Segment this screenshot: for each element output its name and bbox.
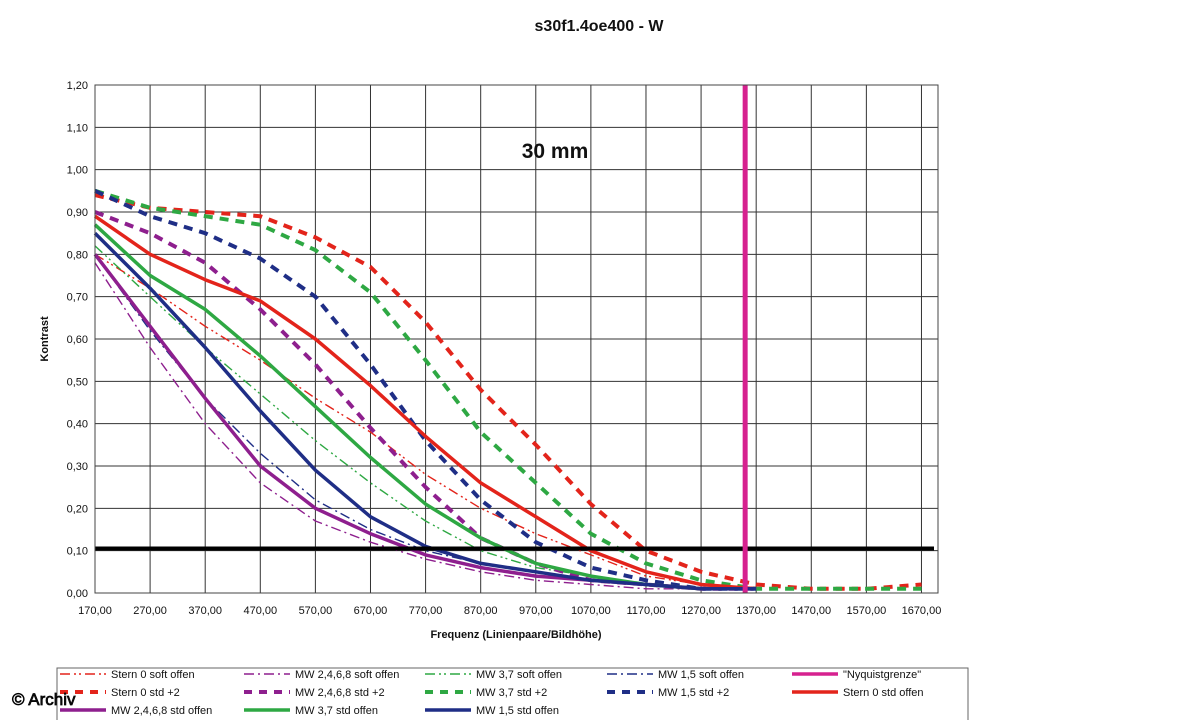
x-tick-label: 1570,00	[846, 605, 886, 617]
x-tick-label: 1670,00	[902, 605, 942, 617]
legend-item: MW 1,5 std offen	[425, 705, 559, 717]
x-tick-label: 470,00	[243, 605, 277, 617]
x-tick-labels: 170,00 270,00 370,00 470,00 570,00 670,00 770,…	[78, 605, 941, 617]
legend-label: Stern 0 std +2	[111, 687, 180, 699]
y-tick-label: 0,30	[67, 461, 88, 473]
y-axis-label: Kontrast	[39, 316, 51, 362]
legend-label: MW 2,4,6,8 std +2	[295, 687, 385, 699]
legend-item: MW 1,5 std +2	[607, 687, 729, 699]
x-tick-label: 770,00	[409, 605, 443, 617]
legend-item: MW 3,7 soft offen	[425, 669, 562, 681]
x-tick-label: 670,00	[354, 605, 388, 617]
legend-label: MW 3,7 soft offen	[476, 669, 562, 681]
y-tick-label: 1,20	[67, 80, 88, 92]
series-line	[94, 253, 757, 590]
legend-item: MW 1,5 soft offen	[607, 669, 744, 681]
y-tick-label: 0,00	[67, 588, 88, 600]
series-line	[94, 188, 757, 591]
y-tick-label: 0,90	[67, 207, 88, 219]
legend-item: Stern 0 soft offen	[60, 669, 195, 681]
series-lines	[93, 188, 922, 591]
x-tick-label: 1070,00	[571, 605, 611, 617]
series-line	[94, 245, 757, 590]
legend-item: "Nyquistgrenze"	[792, 669, 921, 681]
series-line	[93, 231, 757, 591]
legend: Stern 0 soft offen MW 2,4,6,8 soft offen M…	[60, 669, 924, 717]
legend-item: Stern 0 std offen	[792, 687, 924, 699]
chart-title: s30f1.4oe400 - W	[535, 18, 665, 35]
series-line	[94, 188, 922, 591]
legend-label: Stern 0 std offen	[843, 687, 924, 699]
legend-label: MW 1,5 soft offen	[658, 669, 744, 681]
x-tick-label: 870,00	[464, 605, 498, 617]
x-tick-label: 970,00	[519, 605, 553, 617]
x-axis-label: Frequenz (Linienpaare/Bildhöhe)	[430, 629, 601, 641]
legend-item: MW 2,4,6,8 soft offen	[244, 669, 399, 681]
legend-item: MW 2,4,6,8 std +2	[244, 687, 385, 699]
legend-label: MW 3,7 std +2	[476, 687, 547, 699]
y-tick-label: 0,80	[67, 249, 88, 261]
legend-label: MW 1,5 std offen	[476, 705, 559, 717]
legend-item: Stern 0 std +2	[60, 687, 180, 699]
legend-label: MW 2,4,6,8 soft offen	[295, 669, 399, 681]
y-tick-label: 1,10	[67, 122, 88, 134]
legend-label: "Nyquistgrenze"	[843, 669, 921, 681]
legend-item: MW 2,4,6,8 std offen	[60, 705, 212, 717]
series-line	[94, 214, 757, 591]
y-tick-label: 0,20	[67, 503, 88, 515]
x-tick-label: 170,00	[78, 605, 112, 617]
focal-length-annotation: 30 mm	[522, 140, 589, 163]
legend-label: MW 3,7 std offen	[295, 705, 378, 717]
series-line	[94, 262, 757, 590]
plot-frame	[94, 84, 939, 594]
legend-label: Stern 0 soft offen	[111, 669, 195, 681]
y-tick-label: 0,10	[67, 546, 88, 558]
y-tick-label: 1,00	[67, 165, 88, 177]
x-tick-label: 370,00	[188, 605, 222, 617]
y-tick-label: 0,60	[67, 334, 88, 346]
legend-box	[56, 667, 969, 720]
y-tick-label: 0,40	[67, 419, 88, 431]
legend-label: MW 1,5 std +2	[658, 687, 729, 699]
watermark: © Archiv	[12, 690, 76, 709]
x-tick-label: 270,00	[133, 605, 167, 617]
grid	[94, 84, 938, 594]
series-line	[94, 210, 757, 591]
x-tick-label: 1170,00	[627, 605, 666, 617]
x-tick-label: 1270,00	[681, 605, 721, 617]
legend-item: MW 3,7 std +2	[425, 687, 547, 699]
x-tick-label: 570,00	[299, 605, 333, 617]
legend-item: MW 3,7 std offen	[244, 705, 378, 717]
x-tick-label: 1370,00	[736, 605, 776, 617]
y-tick-label: 0,50	[67, 376, 88, 388]
x-tick-label: 1470,00	[791, 605, 831, 617]
reference-lines	[95, 85, 934, 593]
y-tick-label: 0,70	[67, 292, 88, 304]
legend-label: MW 2,4,6,8 std offen	[111, 705, 212, 717]
y-tick-labels: 0,00 0,10 0,20 0,30 0,40 0,50 0,60 0,70 0,80 0,90…	[67, 80, 88, 600]
